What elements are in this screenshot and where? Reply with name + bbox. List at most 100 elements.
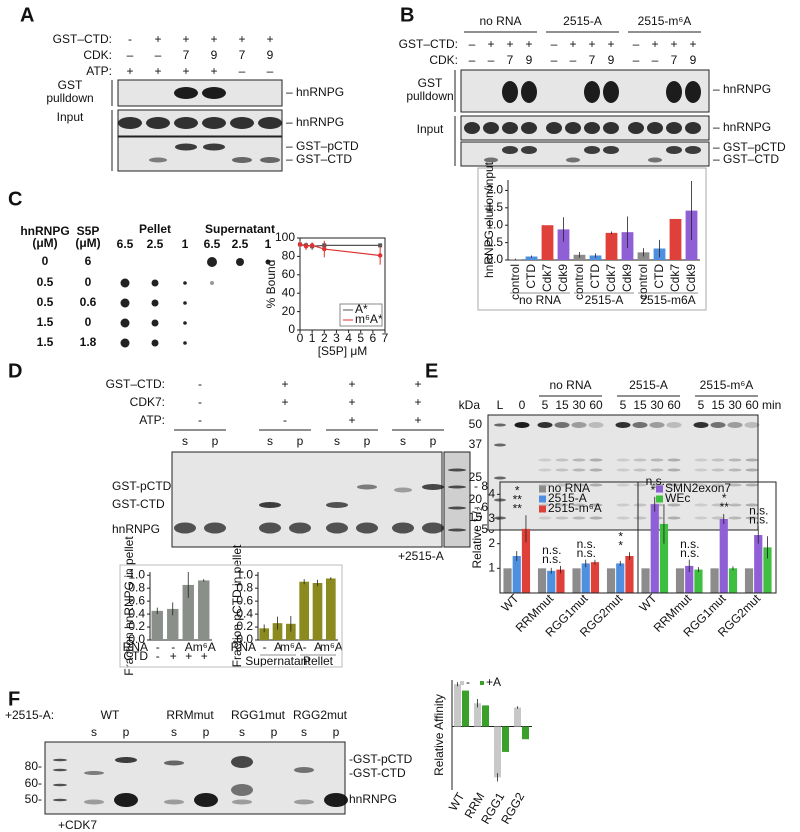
legend-swatch [656, 485, 663, 493]
kda-label: 50 [469, 417, 483, 431]
y-tick-label: 0.0 [236, 632, 253, 646]
gel [117, 109, 283, 137]
band [326, 522, 348, 534]
significance: n.s. [749, 504, 768, 518]
bar [728, 568, 738, 593]
lane-sign: – [633, 53, 640, 67]
bar [167, 608, 179, 640]
unit-label: min [762, 398, 781, 412]
dot [183, 321, 187, 325]
y-tick-label: 2 [488, 536, 495, 550]
cell: 0 [42, 254, 49, 268]
y-tick-label: 0.5 [486, 235, 503, 249]
band [572, 458, 586, 462]
band [694, 483, 708, 487]
cell: + [170, 649, 177, 663]
band [448, 528, 466, 532]
lane-label: 60 [589, 398, 603, 412]
lane-label: 0 [519, 398, 526, 412]
band [448, 485, 466, 489]
lane-sign: + [651, 37, 658, 51]
row-label: CTD [123, 649, 148, 663]
significance: n.s. [646, 474, 665, 488]
band [633, 468, 647, 472]
lane-sign: + [154, 64, 161, 78]
band [204, 522, 226, 534]
row-label: CDK: [83, 48, 112, 62]
bar [522, 726, 529, 740]
cell: - [263, 640, 267, 654]
x-tick-label: 1 [309, 331, 316, 345]
significance: ** [720, 500, 730, 514]
band [711, 483, 725, 487]
lane-sign: + [182, 32, 189, 46]
bar [502, 726, 509, 752]
lane-sign: + [281, 395, 288, 409]
legend-label: +A [486, 675, 501, 689]
bar [719, 519, 728, 593]
band [649, 422, 665, 428]
bar [572, 568, 581, 593]
cell: - [156, 640, 160, 654]
band [521, 122, 537, 134]
band [745, 516, 759, 520]
concentration: 1 [265, 237, 272, 251]
x-tick-label: WT [637, 591, 661, 615]
lane-label: p [203, 725, 210, 739]
band [326, 502, 348, 508]
lane-sign: + [266, 32, 273, 46]
lane-label: 60 [667, 398, 681, 412]
cell: A [274, 640, 282, 654]
unit-label: kDa [459, 398, 481, 412]
legend-swatch [539, 505, 546, 513]
band [589, 516, 603, 520]
lane-label: s [171, 725, 177, 739]
concentration: 2.5 [232, 237, 249, 251]
bar [312, 583, 323, 640]
band [745, 468, 759, 472]
significance: n.s. [577, 546, 596, 560]
dot [120, 278, 130, 288]
band [694, 516, 708, 520]
bar [625, 556, 634, 593]
bar [659, 523, 669, 593]
band [174, 87, 198, 99]
row-label: GST–CTD: [106, 377, 165, 391]
panel-label: C [8, 188, 22, 210]
lane-label: s [400, 434, 406, 448]
lane-label: p [430, 434, 437, 448]
y-tick-label: 60 [282, 267, 296, 281]
band [502, 146, 518, 154]
band [53, 783, 67, 787]
band [53, 768, 67, 772]
lane-sign: + [182, 64, 189, 78]
significance: n.s. [680, 537, 699, 551]
band [203, 143, 225, 151]
x-tick-label: control [572, 264, 586, 300]
legend-frame [339, 303, 383, 327]
band [633, 458, 647, 462]
bar [182, 584, 194, 640]
band-label: – GST–pCTD [286, 139, 359, 153]
plot-frame [299, 237, 386, 331]
lane-label: 5 [698, 398, 705, 412]
band [422, 484, 444, 490]
bar [763, 547, 772, 593]
band-label: -GST-pCTD [349, 752, 413, 766]
band [537, 422, 553, 428]
band [555, 503, 569, 507]
band [728, 503, 742, 507]
column-header: (μM) [32, 236, 57, 250]
band [230, 117, 254, 129]
band [502, 122, 518, 134]
section-label: pulldown [46, 91, 93, 105]
band [584, 146, 600, 154]
group-label: RGG2mut [293, 708, 348, 722]
bar [272, 623, 283, 640]
kda-label: 37 [469, 437, 483, 451]
band [667, 468, 681, 472]
band [633, 483, 647, 487]
significance: * [515, 483, 520, 497]
y-tick-label: 1.0 [486, 217, 503, 231]
lane-sign: + [154, 32, 161, 46]
